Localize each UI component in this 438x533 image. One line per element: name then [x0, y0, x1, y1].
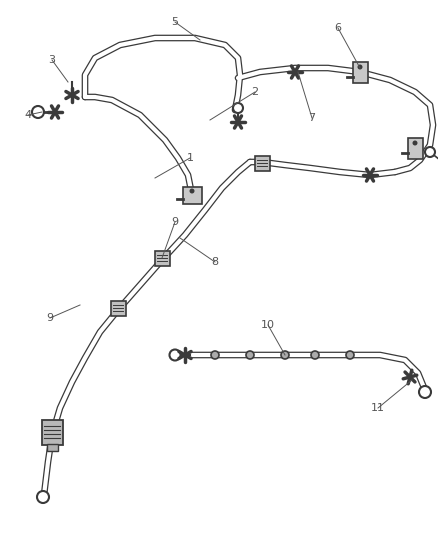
FancyBboxPatch shape: [407, 138, 423, 158]
FancyBboxPatch shape: [353, 61, 367, 83]
Circle shape: [419, 386, 431, 398]
FancyBboxPatch shape: [42, 419, 63, 445]
Circle shape: [190, 189, 194, 193]
Circle shape: [32, 106, 44, 118]
Text: 11: 11: [371, 403, 385, 413]
Circle shape: [170, 350, 180, 360]
Circle shape: [357, 64, 363, 69]
Text: 6: 6: [335, 23, 342, 33]
Text: 1: 1: [187, 153, 194, 163]
Text: 3: 3: [49, 55, 56, 65]
Circle shape: [37, 491, 49, 503]
Text: 5: 5: [172, 17, 179, 27]
Circle shape: [425, 147, 435, 157]
FancyBboxPatch shape: [110, 301, 126, 316]
Text: 10: 10: [261, 320, 275, 330]
Text: 7: 7: [308, 113, 315, 123]
Circle shape: [281, 351, 289, 359]
FancyBboxPatch shape: [155, 251, 170, 265]
Circle shape: [211, 351, 219, 359]
Text: 8: 8: [212, 257, 219, 267]
Text: 2: 2: [251, 87, 258, 97]
Text: 4: 4: [25, 110, 32, 120]
Circle shape: [246, 351, 254, 359]
Circle shape: [346, 351, 354, 359]
FancyBboxPatch shape: [183, 187, 201, 204]
Circle shape: [413, 141, 417, 146]
FancyBboxPatch shape: [254, 156, 269, 171]
Text: 9: 9: [171, 217, 179, 227]
FancyBboxPatch shape: [46, 443, 57, 450]
Circle shape: [233, 103, 243, 113]
Text: 9: 9: [46, 313, 53, 323]
Circle shape: [311, 351, 319, 359]
